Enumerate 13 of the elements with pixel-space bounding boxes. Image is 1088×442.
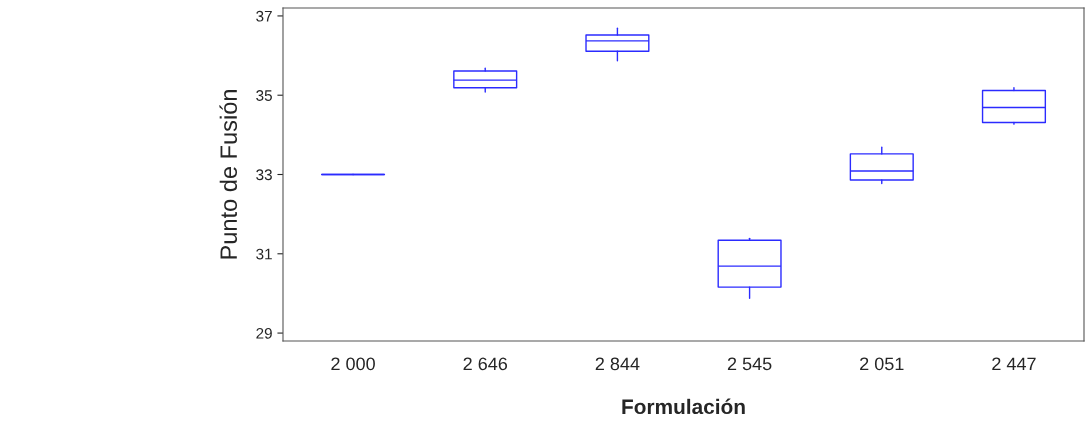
x-tick-label: 2 545 xyxy=(727,357,772,371)
x-tick-label: 2 000 xyxy=(331,357,375,371)
y-tick-label: 37 xyxy=(256,10,272,22)
x-tick-label: 2 646 xyxy=(463,357,508,371)
x-tick-label: 2 844 xyxy=(595,357,640,371)
y-tick-label: 33 xyxy=(256,169,272,181)
y-tick-label: 29 xyxy=(256,327,272,339)
x-axis-title: Formulación xyxy=(622,398,745,415)
x-tick-label: 2 447 xyxy=(992,357,1036,371)
y-tick-label: 31 xyxy=(256,248,272,260)
x-tick-label: 2 051 xyxy=(860,357,904,371)
y-tick-label: 35 xyxy=(256,90,272,101)
y-axis-title: Punto de Fusión xyxy=(219,90,238,259)
